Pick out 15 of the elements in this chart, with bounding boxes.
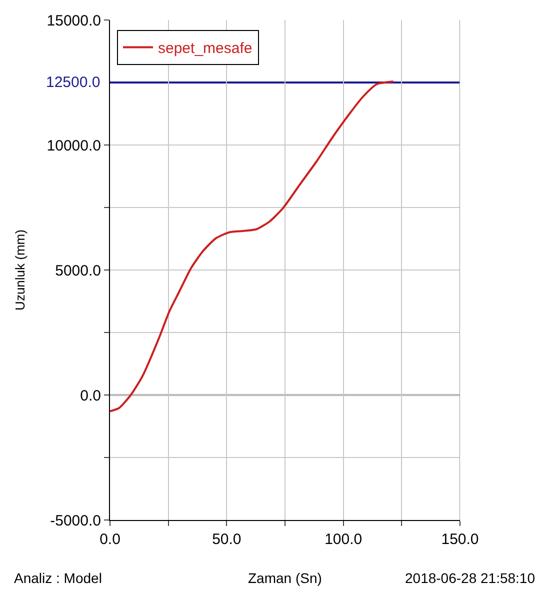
x-tick-label: 50.0 [212, 531, 242, 548]
legend-label: sepet_mesafe [158, 40, 252, 58]
y-tick-label: 0.0 [80, 387, 101, 404]
y-tick-label: 5000.0 [55, 262, 101, 280]
x-axis-title: Zaman (Sn) [248, 570, 322, 586]
y-tick-label: -5000.0 [50, 512, 101, 530]
x-tick-label: 0.0 [100, 531, 120, 548]
ref-line-label: 12500.0 [46, 74, 100, 91]
y-tick-label: 10000.0 [46, 137, 101, 154]
x-tick-label: 100.0 [324, 531, 362, 548]
text: Analiz : Model [14, 570, 102, 586]
y-axis-title: Uzunluk (mm) [12, 230, 28, 310]
x-tick-label: 150.0 [441, 531, 479, 548]
y-tick-label: 15000.0 [46, 12, 101, 30]
text: 2018-06-28 21:58:10 [405, 570, 536, 586]
